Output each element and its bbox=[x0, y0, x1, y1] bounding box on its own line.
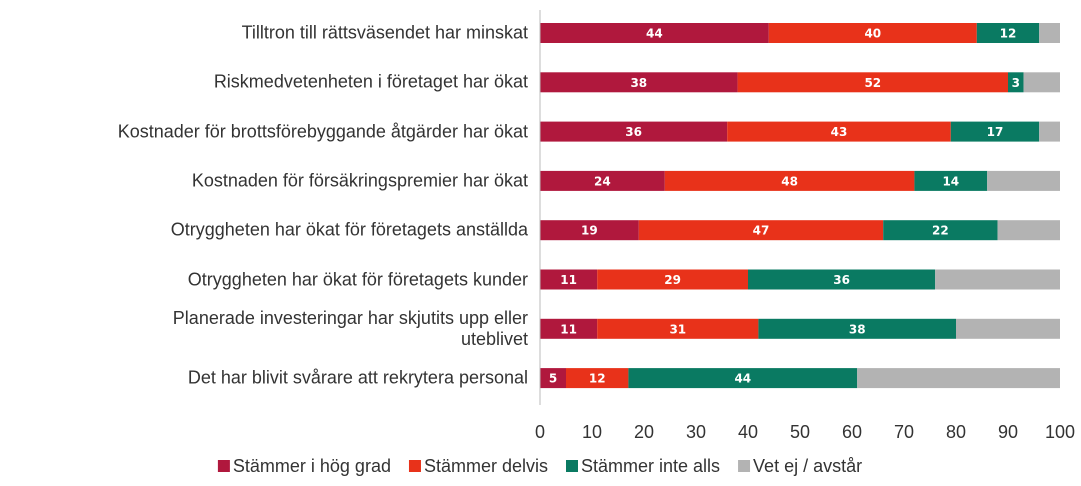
x-tick-label: 0 bbox=[535, 422, 545, 442]
data-label: 12 bbox=[1000, 27, 1017, 41]
data-label: 36 bbox=[833, 273, 850, 287]
bar-segment bbox=[997, 220, 1060, 241]
bar-segment bbox=[540, 72, 738, 93]
bar-segment bbox=[727, 121, 951, 142]
data-label: 5 bbox=[549, 372, 557, 386]
data-label: 19 bbox=[581, 224, 598, 238]
bar-segment bbox=[540, 220, 639, 241]
bar-segment bbox=[857, 368, 1060, 389]
legend-label: Vet ej / avstår bbox=[753, 456, 862, 476]
data-label: 44 bbox=[734, 372, 751, 386]
bar-segment bbox=[664, 170, 915, 191]
data-label: 48 bbox=[781, 174, 798, 188]
bar-segment bbox=[956, 318, 1060, 339]
data-label: 38 bbox=[849, 322, 866, 336]
bar-segment bbox=[883, 220, 998, 241]
bar-segment bbox=[1008, 72, 1024, 93]
bar-segment bbox=[768, 23, 977, 43]
data-label: 3 bbox=[1012, 76, 1020, 90]
data-label: 24 bbox=[594, 174, 611, 188]
category-label: Planerade investeringar har skjutits upp… bbox=[172, 307, 528, 349]
bar-segment bbox=[540, 170, 665, 191]
data-label: 38 bbox=[630, 76, 647, 90]
bar-segment bbox=[987, 170, 1060, 191]
data-label: 11 bbox=[560, 322, 577, 336]
x-tick-label: 10 bbox=[582, 422, 602, 442]
data-label: 36 bbox=[625, 125, 642, 139]
bar-segment bbox=[540, 318, 598, 339]
data-label: 29 bbox=[664, 273, 681, 287]
category-label: Kostnaden för försäkringspremier har öka… bbox=[191, 170, 528, 191]
legend-label: Stämmer i hög grad bbox=[233, 456, 391, 476]
bar-segment bbox=[540, 121, 728, 142]
bar-segment bbox=[540, 368, 566, 389]
category-label: Otryggheten har ökat för företagets kund… bbox=[187, 269, 528, 289]
x-tick-label: 30 bbox=[686, 422, 706, 442]
category-label: Kostnader för brottsförebyggande åtgärde… bbox=[117, 121, 528, 142]
x-tick-label: 100 bbox=[1045, 422, 1075, 442]
bar-segment bbox=[914, 170, 988, 191]
data-label: 17 bbox=[987, 125, 1004, 139]
data-label: 11 bbox=[560, 273, 577, 287]
legend-swatch bbox=[738, 460, 751, 472]
bar-segment bbox=[597, 318, 759, 339]
bar-segment bbox=[1023, 72, 1060, 93]
x-tick-label: 40 bbox=[738, 422, 758, 442]
data-label: 40 bbox=[864, 27, 881, 41]
x-tick-label: 60 bbox=[842, 422, 862, 442]
bar-segment bbox=[758, 318, 956, 339]
x-tick-label: 70 bbox=[894, 422, 914, 442]
bar-segment bbox=[540, 23, 769, 43]
x-tick-label: 80 bbox=[946, 422, 966, 442]
data-label: 52 bbox=[864, 76, 881, 90]
legend-label: Stämmer inte alls bbox=[581, 456, 720, 476]
bar-segment bbox=[540, 269, 598, 290]
legend-swatch bbox=[408, 460, 421, 472]
category-label: Otryggheten har ökat för företagets anst… bbox=[170, 219, 528, 240]
data-label: 44 bbox=[646, 27, 663, 41]
x-tick-label: 50 bbox=[790, 422, 810, 442]
data-label: 43 bbox=[831, 125, 848, 139]
bar-segment bbox=[597, 269, 748, 290]
data-label: 22 bbox=[932, 224, 949, 238]
bar-segment bbox=[638, 220, 884, 241]
legend-swatch bbox=[217, 460, 230, 472]
data-label: 47 bbox=[753, 224, 770, 238]
bar-segment bbox=[566, 368, 629, 389]
category-label: Det har blivit svårare att rekrytera per… bbox=[187, 367, 528, 388]
legend-swatch bbox=[566, 460, 578, 472]
bar-segment bbox=[737, 72, 1008, 93]
bar-segment bbox=[976, 23, 1040, 43]
legend-label: Stämmer delvis bbox=[424, 456, 548, 476]
x-tick-label: 20 bbox=[634, 422, 654, 442]
bar-segment bbox=[628, 368, 858, 389]
data-label: 31 bbox=[669, 322, 686, 336]
data-label: 14 bbox=[942, 174, 959, 188]
bar-segment bbox=[1039, 23, 1060, 43]
bar-segment bbox=[950, 121, 1040, 142]
category-label: Tilltron till rättsväsendet har minskat bbox=[241, 22, 528, 43]
x-tick-label: 90 bbox=[998, 422, 1018, 442]
bar-segment bbox=[935, 269, 1060, 290]
data-label: 12 bbox=[589, 372, 606, 386]
category-label: Riskmedvetenheten i företaget har ökat bbox=[213, 71, 528, 92]
bar-segment bbox=[748, 269, 936, 290]
bar-segment bbox=[1039, 121, 1060, 142]
